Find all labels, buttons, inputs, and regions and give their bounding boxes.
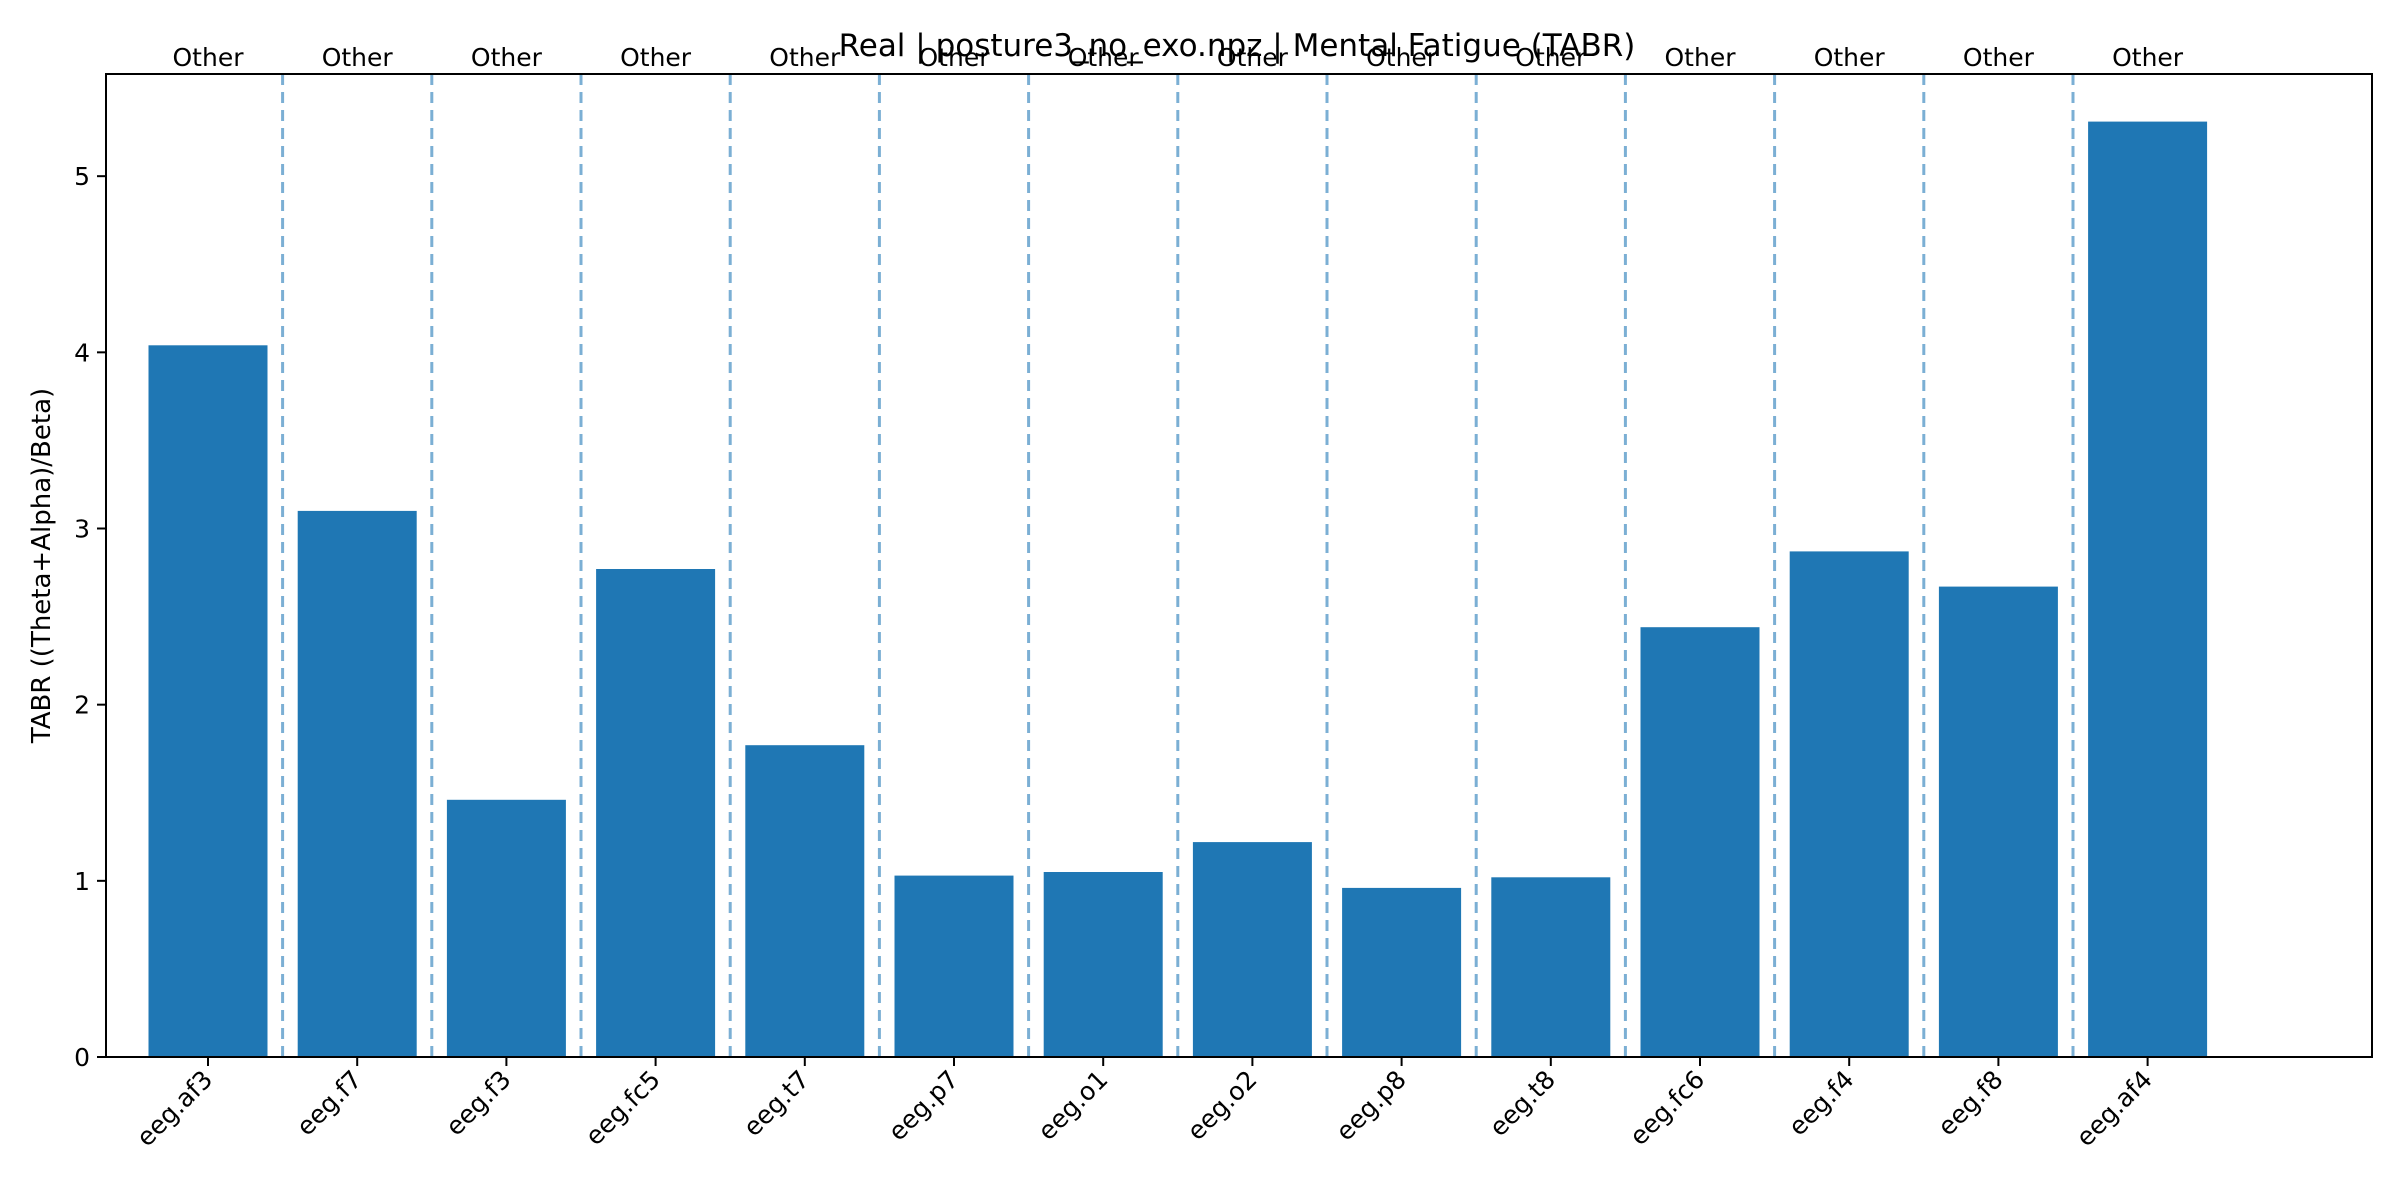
bar-eeg-f7	[297, 510, 417, 1057]
group-label: Other	[620, 43, 692, 72]
group-label: Other	[1814, 43, 1886, 72]
group-label: Other	[1963, 43, 2035, 72]
group-label: Other	[1665, 43, 1737, 72]
group-label: Other	[173, 43, 245, 72]
y-tick-label: 0	[74, 1043, 90, 1072]
bar-eeg-o1	[1043, 872, 1163, 1057]
group-label: Other	[1068, 43, 1140, 72]
bar-eeg-fc5	[596, 569, 716, 1057]
y-tick-label: 4	[74, 338, 90, 367]
y-axis: 0 1 2 3 4 5	[74, 162, 106, 1072]
group-label: Other	[2112, 43, 2184, 72]
bars-layer	[148, 121, 2208, 1058]
bar-eeg-p8	[1342, 887, 1462, 1057]
bar-eeg-f3	[446, 799, 566, 1057]
group-label: Other	[471, 43, 543, 72]
separators-layer	[281, 74, 2075, 1057]
bar-eeg-p7	[894, 875, 1014, 1057]
group-label: Other	[769, 43, 841, 72]
group-labels-layer: Other Other Other Other Other Other Other Other…	[173, 43, 2184, 72]
y-tick-label: 1	[74, 867, 90, 896]
y-axis-label: TABR ((Theta+Alpha)/Beta)	[27, 388, 57, 744]
group-label: Other	[919, 43, 991, 72]
group-label: Other	[1217, 43, 1289, 72]
chart-title: Real | posture3_no_exo.npz | Mental Fati…	[839, 28, 1636, 64]
bar-eeg-fc6	[1640, 627, 1760, 1057]
bar-eeg-af3	[148, 345, 268, 1057]
bar-eeg-af4	[2088, 121, 2208, 1058]
group-label: Other	[1515, 43, 1587, 72]
group-label: Other	[322, 43, 394, 72]
bar-eeg-f4	[1789, 551, 1909, 1057]
bar-eeg-f8	[1938, 586, 2058, 1057]
bar-eeg-t8	[1491, 877, 1611, 1057]
y-tick-label: 3	[74, 515, 90, 544]
y-tick-label: 2	[74, 691, 90, 720]
bar-eeg-o2	[1192, 842, 1312, 1057]
y-tick-label: 5	[74, 162, 90, 191]
plot-frame	[105, 73, 2373, 1058]
group-label: Other	[1366, 43, 1438, 72]
bar-eeg-t7	[745, 745, 865, 1057]
